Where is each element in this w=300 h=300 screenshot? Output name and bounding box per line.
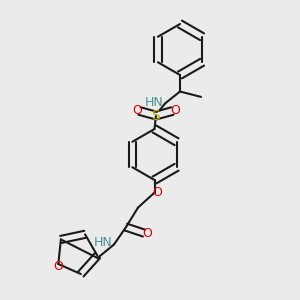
Text: HN: HN bbox=[94, 236, 112, 250]
Text: S: S bbox=[152, 109, 160, 122]
Text: O: O bbox=[142, 226, 152, 240]
Text: O: O bbox=[170, 104, 180, 118]
Text: HN: HN bbox=[145, 95, 164, 109]
Text: O: O bbox=[132, 104, 142, 118]
Text: O: O bbox=[53, 260, 63, 274]
Text: O: O bbox=[153, 186, 162, 199]
